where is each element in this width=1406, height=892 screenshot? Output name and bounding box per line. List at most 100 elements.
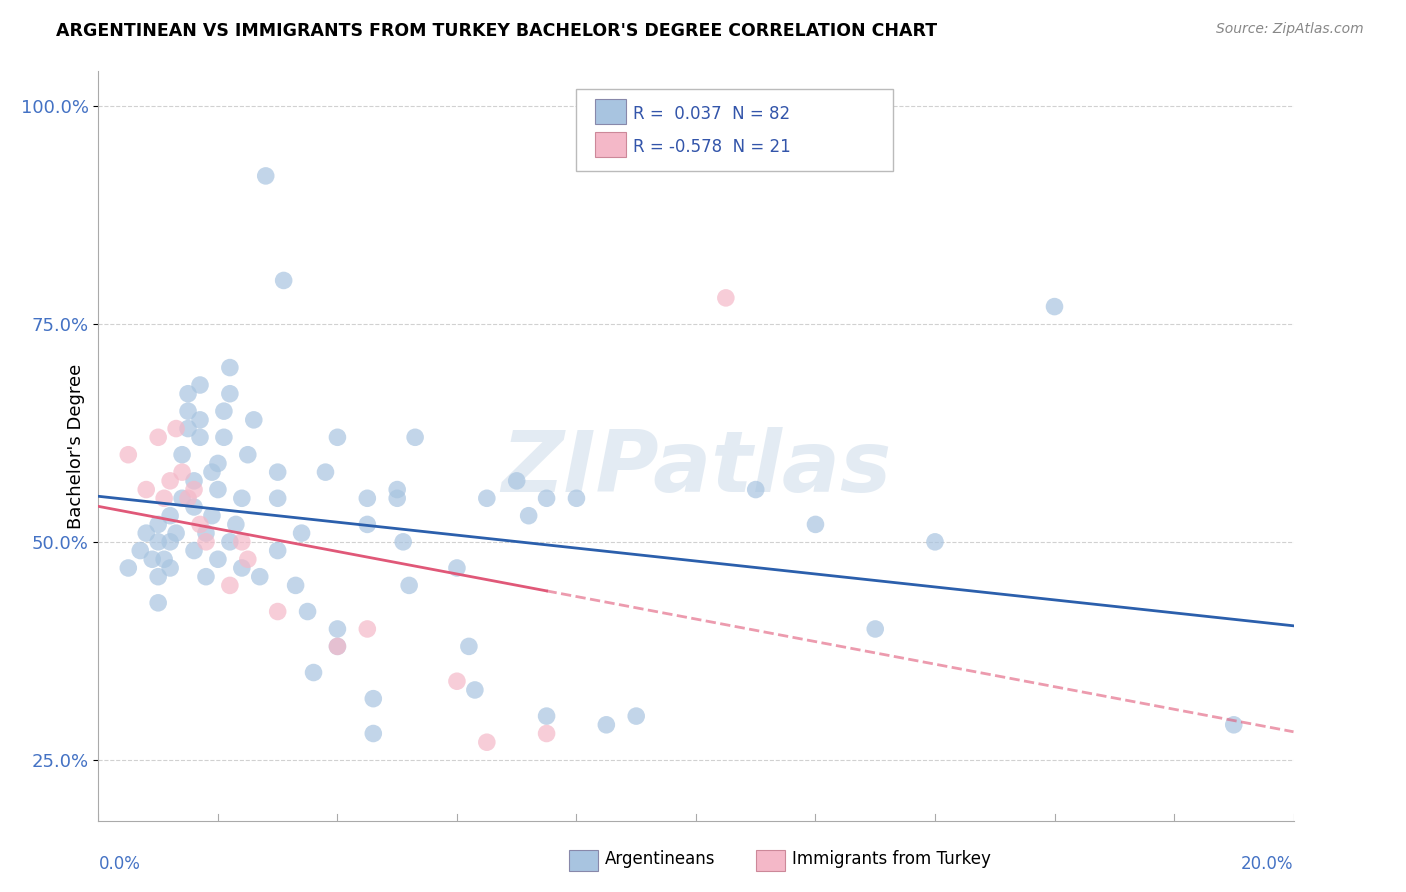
Point xyxy=(129,543,152,558)
Point xyxy=(1223,718,1246,732)
Text: 0.0%: 0.0% xyxy=(98,855,141,873)
Point xyxy=(249,570,271,584)
Point xyxy=(219,534,242,549)
Point xyxy=(385,491,409,506)
Point xyxy=(153,552,176,566)
Point xyxy=(135,526,157,541)
Point xyxy=(458,640,481,654)
Point xyxy=(148,596,170,610)
Point xyxy=(536,709,558,723)
Point xyxy=(475,491,498,506)
Point xyxy=(188,413,211,427)
Point xyxy=(141,552,163,566)
Text: R = -0.578  N = 21: R = -0.578 N = 21 xyxy=(633,138,790,156)
Point xyxy=(165,526,187,541)
Point xyxy=(446,561,468,575)
Point xyxy=(326,640,349,654)
Point xyxy=(188,378,211,392)
Point xyxy=(924,534,946,549)
Point xyxy=(135,483,157,497)
Point xyxy=(595,718,617,732)
Point xyxy=(356,491,378,506)
Point xyxy=(565,491,588,506)
Point xyxy=(159,474,181,488)
Point xyxy=(159,534,181,549)
Text: 20.0%: 20.0% xyxy=(1241,855,1294,873)
Point xyxy=(267,491,290,506)
Point xyxy=(117,448,139,462)
Point xyxy=(195,526,218,541)
Point xyxy=(236,552,259,566)
Point xyxy=(148,570,170,584)
Point xyxy=(326,640,349,654)
Point xyxy=(517,508,540,523)
Point xyxy=(326,430,349,444)
Point xyxy=(254,169,277,183)
Point xyxy=(188,517,211,532)
Point xyxy=(398,578,420,592)
Point xyxy=(231,491,253,506)
Point xyxy=(1043,300,1066,314)
Point xyxy=(315,465,337,479)
Point xyxy=(177,386,200,401)
Point xyxy=(273,273,295,287)
Point xyxy=(714,291,737,305)
Point xyxy=(236,448,259,462)
Point xyxy=(464,682,486,697)
Point xyxy=(626,709,648,723)
Point xyxy=(148,517,170,532)
Point xyxy=(159,508,181,523)
Point xyxy=(183,483,205,497)
Point xyxy=(148,430,170,444)
Point xyxy=(302,665,325,680)
Text: ZIPatlas: ZIPatlas xyxy=(501,427,891,510)
Point xyxy=(392,534,415,549)
Text: Source: ZipAtlas.com: Source: ZipAtlas.com xyxy=(1216,22,1364,37)
Point xyxy=(201,465,224,479)
Text: R =  0.037  N = 82: R = 0.037 N = 82 xyxy=(633,105,790,123)
Point xyxy=(356,622,378,636)
Point xyxy=(172,491,194,506)
Point xyxy=(291,526,314,541)
Point xyxy=(165,421,187,435)
Text: Argentineans: Argentineans xyxy=(605,850,716,868)
Point xyxy=(267,465,290,479)
Point xyxy=(207,483,229,497)
Point xyxy=(506,474,529,488)
Point xyxy=(172,465,194,479)
Point xyxy=(188,430,211,444)
Point xyxy=(212,430,235,444)
Point xyxy=(177,491,200,506)
Point xyxy=(219,386,242,401)
Point xyxy=(159,561,181,575)
Point xyxy=(267,543,290,558)
Point xyxy=(243,413,266,427)
Point xyxy=(385,483,409,497)
Point xyxy=(363,726,385,740)
Text: ARGENTINEAN VS IMMIGRANTS FROM TURKEY BACHELOR'S DEGREE CORRELATION CHART: ARGENTINEAN VS IMMIGRANTS FROM TURKEY BA… xyxy=(56,22,938,40)
Point xyxy=(267,605,290,619)
Point xyxy=(225,517,247,532)
Point xyxy=(201,508,224,523)
Point xyxy=(745,483,768,497)
Point xyxy=(212,404,235,418)
Point xyxy=(183,543,205,558)
Point xyxy=(804,517,827,532)
Point xyxy=(172,448,194,462)
Point xyxy=(183,500,205,514)
Point xyxy=(536,726,558,740)
Point xyxy=(177,421,200,435)
Point xyxy=(231,534,253,549)
Point xyxy=(363,691,385,706)
Point xyxy=(231,561,253,575)
Point xyxy=(446,674,468,689)
Point xyxy=(207,457,229,471)
Point xyxy=(475,735,498,749)
Point xyxy=(865,622,887,636)
Y-axis label: Bachelor's Degree: Bachelor's Degree xyxy=(66,363,84,529)
Point xyxy=(284,578,307,592)
Point xyxy=(536,491,558,506)
Point xyxy=(195,570,218,584)
Point xyxy=(219,360,242,375)
Point xyxy=(326,622,349,636)
